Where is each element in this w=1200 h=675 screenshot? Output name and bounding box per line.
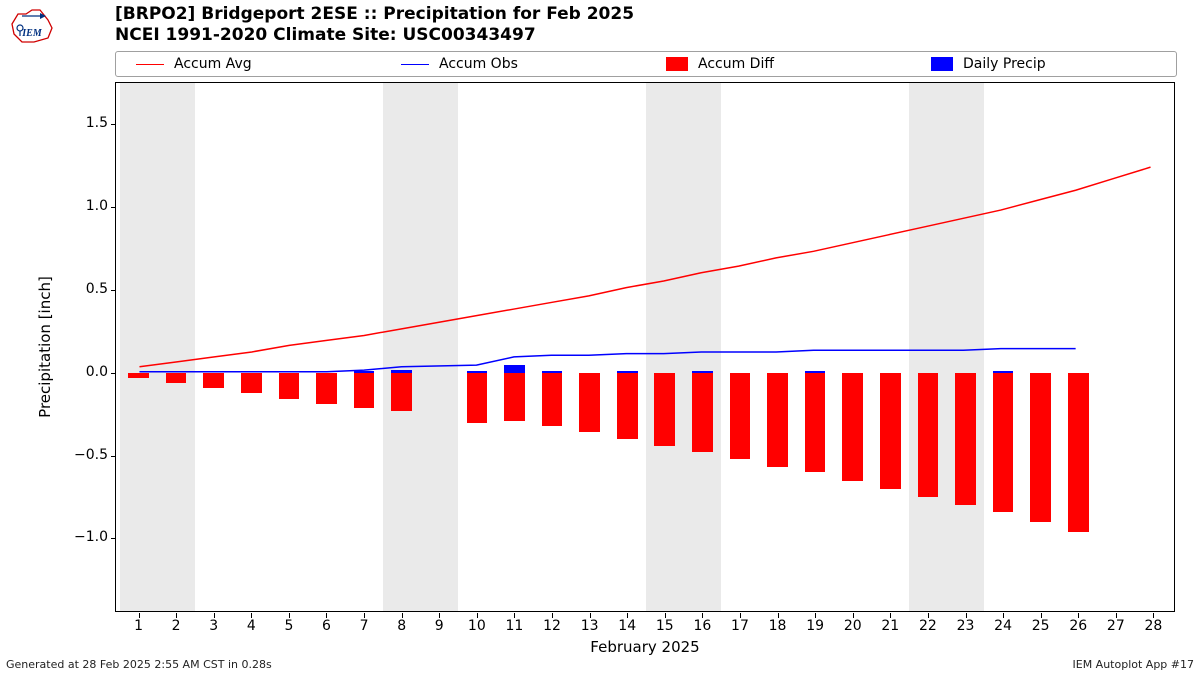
title-line-1: [BRPO2] Bridgeport 2ESE :: Precipitation… (115, 4, 634, 25)
ytick-mark (111, 538, 116, 539)
ytick-label: −1.0 (8, 529, 108, 545)
xtick-label: 19 (806, 618, 824, 634)
accum-obs-line (139, 349, 1075, 372)
y-axis-label: Precipitation [inch] (36, 276, 54, 418)
legend-swatch-line (136, 64, 164, 65)
legend-item: Accum Diff (646, 56, 911, 72)
xtick-label: 13 (581, 618, 599, 634)
legend-item: Daily Precip (911, 56, 1176, 72)
xtick-label: 21 (881, 618, 899, 634)
xtick-label: 10 (468, 618, 486, 634)
xtick-label: 20 (844, 618, 862, 634)
legend-swatch-box (666, 57, 688, 71)
xtick-label: 27 (1107, 618, 1125, 634)
ytick-mark (111, 124, 116, 125)
xtick-label: 2 (172, 618, 181, 634)
ytick-label: 0.5 (8, 281, 108, 297)
title-line-2: NCEI 1991-2020 Climate Site: USC00343497 (115, 25, 634, 46)
ytick-mark (111, 207, 116, 208)
ytick-mark (111, 456, 116, 457)
ytick-mark (111, 373, 116, 374)
legend-item: Accum Avg (116, 56, 381, 72)
legend-swatch-box (931, 57, 953, 71)
legend-label: Daily Precip (963, 56, 1046, 72)
xtick-label: 14 (618, 618, 636, 634)
xtick-label: 28 (1145, 618, 1163, 634)
xtick-label: 26 (1069, 618, 1087, 634)
footer-app: IEM Autoplot App #17 (1073, 658, 1195, 671)
plot-area: 1234567891011121314151617181920212223242… (115, 82, 1175, 612)
legend-swatch-line (401, 64, 429, 65)
xtick-label: 4 (247, 618, 256, 634)
accum-avg-line (139, 167, 1150, 367)
xtick-label: 8 (397, 618, 406, 634)
xtick-label: 23 (957, 618, 975, 634)
xtick-label: 25 (1032, 618, 1050, 634)
ytick-mark (111, 290, 116, 291)
svg-text:IEM: IEM (21, 28, 43, 39)
xtick-label: 17 (731, 618, 749, 634)
xtick-label: 1 (134, 618, 143, 634)
x-axis-label: February 2025 (590, 638, 699, 656)
xtick-label: 9 (435, 618, 444, 634)
xtick-label: 18 (769, 618, 787, 634)
legend-label: Accum Diff (698, 56, 774, 72)
footer-generated: Generated at 28 Feb 2025 2:55 AM CST in … (6, 658, 272, 671)
xtick-label: 11 (506, 618, 524, 634)
iem-logo: IEM (8, 6, 56, 46)
ytick-label: 1.0 (8, 198, 108, 214)
ytick-label: 1.5 (8, 115, 108, 131)
xtick-label: 24 (994, 618, 1012, 634)
legend: Accum Avg Accum Obs Accum Diff Daily Precip (115, 51, 1177, 77)
ytick-label: −0.5 (8, 447, 108, 463)
xtick-label: 15 (656, 618, 674, 634)
xtick-label: 6 (322, 618, 331, 634)
xtick-label: 16 (693, 618, 711, 634)
xtick-label: 3 (209, 618, 218, 634)
xtick-label: 12 (543, 618, 561, 634)
xtick-label: 5 (284, 618, 293, 634)
line-layer (116, 83, 1174, 611)
xtick-label: 22 (919, 618, 937, 634)
legend-label: Accum Avg (174, 56, 252, 72)
legend-item: Accum Obs (381, 56, 646, 72)
chart-title: [BRPO2] Bridgeport 2ESE :: Precipitation… (115, 4, 634, 47)
legend-label: Accum Obs (439, 56, 518, 72)
ytick-label: 0.0 (8, 364, 108, 380)
xtick-label: 7 (360, 618, 369, 634)
